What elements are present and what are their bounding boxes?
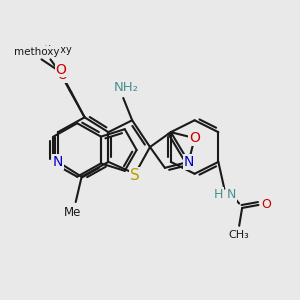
Text: CH₃: CH₃ — [229, 230, 250, 240]
Text: NH₂: NH₂ — [114, 81, 139, 94]
Text: O: O — [57, 69, 67, 82]
Text: N: N — [184, 155, 194, 169]
Text: O: O — [261, 199, 271, 212]
Text: Me: Me — [64, 206, 81, 219]
Text: N: N — [227, 188, 236, 201]
Text: methoxy: methoxy — [29, 45, 72, 56]
Text: H: H — [214, 188, 223, 201]
Text: S: S — [130, 168, 140, 183]
Text: O: O — [189, 131, 200, 145]
Text: N: N — [53, 155, 63, 169]
Text: O: O — [56, 63, 66, 77]
Text: methoxy: methoxy — [14, 47, 60, 57]
